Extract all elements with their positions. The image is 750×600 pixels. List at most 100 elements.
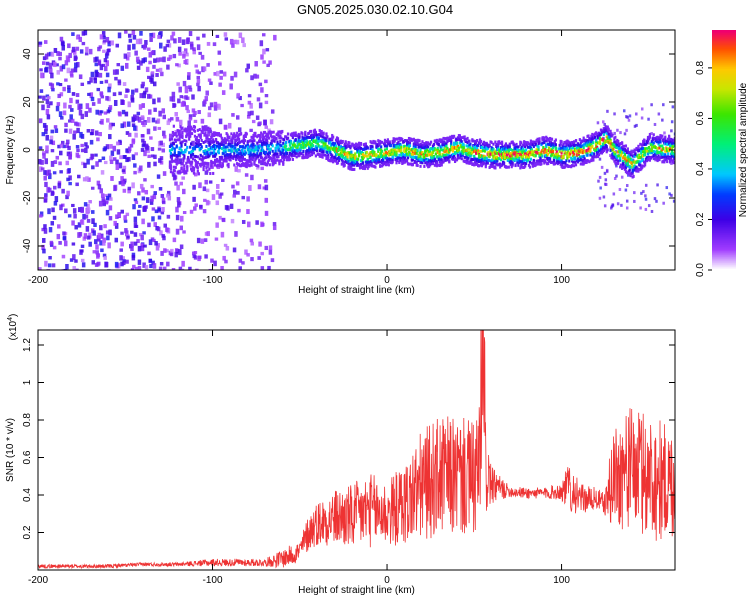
heatmap-cell [145, 66, 150, 73]
heatmap-cell [110, 150, 115, 156]
heatmap-cell [197, 110, 201, 115]
heatmap-cell [585, 144, 588, 148]
heatmap-cell [180, 101, 185, 107]
heatmap-cell [141, 218, 145, 225]
heatmap-cell [249, 150, 252, 154]
heatmap-cell [629, 165, 632, 169]
heatmap-cell [326, 148, 329, 152]
heatmap-cell [275, 137, 278, 141]
heatmap-cell [455, 158, 459, 162]
heatmap-cell [62, 110, 67, 116]
heatmap-cell [262, 158, 266, 162]
heatmap-cell [528, 165, 532, 169]
heatmap-cell [468, 139, 471, 143]
heatmap-cell [255, 163, 258, 167]
heatmap-cell [529, 157, 532, 161]
heatmap-cell [142, 231, 146, 235]
heatmap-cell [192, 168, 196, 172]
heatmap-cell [54, 196, 59, 203]
heatmap-cell [166, 214, 171, 219]
heatmap-cell [189, 145, 192, 149]
heatmap-cell [261, 148, 265, 152]
heatmap-cell [260, 131, 263, 135]
heatmap-cell [547, 152, 550, 156]
heatmap-cell [617, 154, 620, 158]
heatmap-cell [58, 111, 63, 117]
heatmap-cell [385, 147, 389, 151]
heatmap-cell [190, 153, 193, 157]
heatmap-cell [222, 71, 227, 77]
heatmap-cell [673, 132, 675, 136]
heatmap-cell [631, 171, 634, 175]
heatmap-cell [513, 151, 516, 155]
heatmap-cell [221, 162, 224, 166]
heatmap-cell [178, 131, 181, 135]
heatmap-cell [537, 159, 540, 163]
heatmap-cell [562, 142, 565, 146]
colorbar-segment [712, 212, 736, 215]
heatmap-cell [102, 41, 106, 45]
heatmap-cell [537, 145, 540, 149]
heatmap-cell [232, 136, 235, 140]
heatmap-cell [149, 136, 153, 140]
heatmap-cell [218, 193, 222, 199]
heatmap-cell [356, 161, 359, 165]
heatmap-cell [238, 137, 241, 141]
heatmap-cell [121, 109, 126, 115]
heatmap-cell [634, 152, 637, 156]
heatmap-cell [47, 96, 51, 100]
heatmap-cell [140, 148, 145, 152]
heatmap-cell [440, 148, 443, 152]
heatmap-cell [103, 224, 107, 229]
heatmap-cell [140, 245, 145, 252]
heatmap-cell [190, 160, 194, 164]
colorbar-segment [712, 222, 736, 225]
heatmap-cell [611, 203, 615, 207]
heatmap-cell [240, 148, 244, 152]
heatmap-cell [122, 165, 127, 170]
heatmap-cell [245, 163, 248, 167]
heatmap-cell [240, 163, 244, 167]
heatmap-cell [478, 141, 482, 145]
heatmap-cell [337, 158, 341, 162]
heatmap-cell [174, 130, 178, 134]
heatmap-cell [204, 179, 208, 185]
heatmap-cell [368, 163, 371, 167]
heatmap-cell [341, 139, 344, 143]
heatmap-cell [267, 144, 270, 148]
heatmap-cell [395, 153, 398, 157]
colorbar [712, 30, 736, 271]
heatmap-cell [59, 65, 64, 72]
heatmap-cell [639, 156, 642, 160]
heatmap-cell [505, 165, 509, 169]
heatmap-cell [56, 102, 61, 107]
heatmap-cell [609, 138, 612, 142]
heatmap-cell [577, 152, 580, 156]
heatmap-cell [361, 153, 365, 157]
colorbar-segment [712, 204, 736, 207]
heatmap-cell [572, 154, 575, 158]
heatmap-cell [309, 135, 313, 139]
heatmap-cell [58, 241, 62, 245]
heatmap-cell [346, 155, 349, 159]
heatmap-cell [271, 159, 274, 163]
heatmap-cell [188, 137, 191, 141]
heatmap-cell [176, 157, 179, 161]
heatmap-cell [134, 266, 139, 270]
heatmap-cell [67, 43, 71, 49]
heatmap-cell [170, 137, 174, 141]
heatmap-cell [212, 154, 215, 158]
heatmap-cell [181, 162, 184, 166]
heatmap-cell [382, 152, 386, 156]
heatmap-cell [40, 167, 45, 171]
heatmap-cell [266, 146, 269, 150]
heatmap-cell [588, 160, 591, 164]
heatmap-cell [670, 161, 673, 165]
heatmap-cell [647, 117, 650, 121]
heatmap-cell [143, 90, 147, 95]
heatmap-cell [188, 151, 191, 155]
heatmap-cell [102, 199, 106, 206]
heatmap-cell [60, 116, 64, 120]
heatmap-cell [314, 131, 317, 135]
heatmap-cell [326, 150, 329, 154]
